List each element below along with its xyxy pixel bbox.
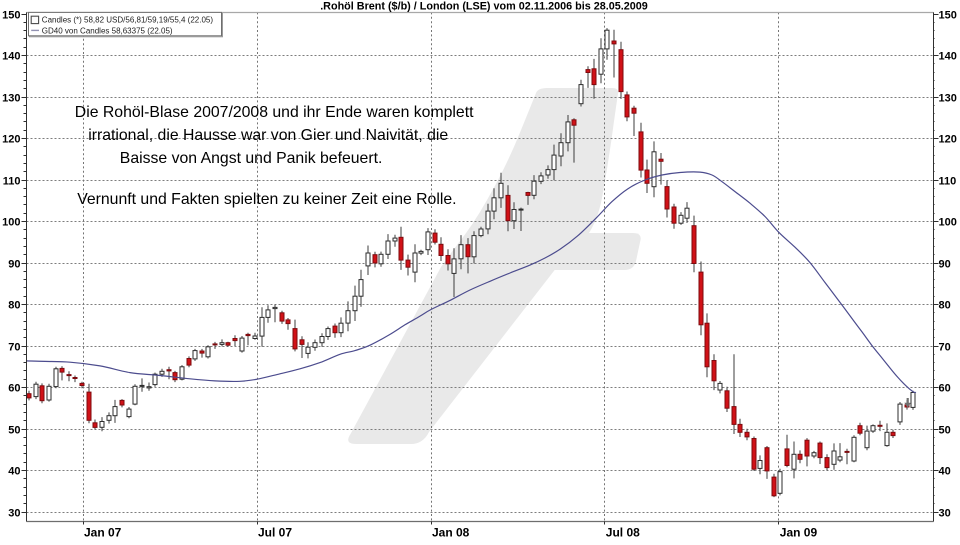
svg-text:150: 150 — [939, 10, 957, 22]
svg-text:40: 40 — [939, 466, 951, 478]
svg-text:Die Rohöl-Blase 2007/2008 und: Die Rohöl-Blase 2007/2008 und ihr Ende w… — [75, 104, 474, 121]
svg-text:120: 120 — [2, 134, 20, 146]
svg-text:100: 100 — [939, 217, 957, 229]
svg-text:130: 130 — [2, 93, 20, 105]
svg-text:140: 140 — [2, 51, 20, 63]
svg-text:140: 140 — [939, 51, 957, 63]
svg-text:Jan 08: Jan 08 — [432, 526, 470, 540]
svg-text:Candles (*) 58,82 USD/56,81/59: Candles (*) 58,82 USD/56,81/59,19/55,4 (… — [42, 16, 214, 25]
svg-text:70: 70 — [939, 342, 951, 354]
svg-text:Jan 07: Jan 07 — [84, 526, 122, 540]
svg-text:130: 130 — [939, 93, 957, 105]
svg-text:150: 150 — [2, 10, 20, 22]
svg-text:60: 60 — [8, 383, 20, 395]
svg-text:60: 60 — [939, 383, 951, 395]
svg-text:irrational, die Hausse war von: irrational, die Hausse war von Gier und … — [88, 127, 448, 144]
svg-text:50: 50 — [8, 425, 20, 437]
svg-text:90: 90 — [939, 259, 951, 271]
svg-text:80: 80 — [8, 300, 20, 312]
svg-text:50: 50 — [939, 425, 951, 437]
svg-text:30: 30 — [8, 508, 20, 520]
svg-text:110: 110 — [3, 176, 21, 188]
svg-text:120: 120 — [939, 134, 957, 146]
svg-text:110: 110 — [939, 176, 957, 188]
svg-text:GD40 von Candles 58,63375 (22.: GD40 von Candles 58,63375 (22.05) — [42, 27, 173, 36]
svg-text:Baisse von Angst und Panik bef: Baisse von Angst und Panik befeuert. — [120, 150, 383, 167]
svg-text:70: 70 — [8, 342, 20, 354]
svg-text:100: 100 — [2, 217, 20, 229]
svg-text:90: 90 — [8, 259, 20, 271]
svg-text:40: 40 — [8, 466, 20, 478]
svg-text:Jul 08: Jul 08 — [606, 526, 640, 540]
svg-text:30: 30 — [939, 508, 951, 520]
svg-text:Jul 07: Jul 07 — [258, 526, 292, 540]
svg-text:80: 80 — [939, 300, 951, 312]
svg-text:.Rohöl Brent ($/b) / London (L: .Rohöl Brent ($/b) / London (LSE) vom 02… — [320, 1, 648, 13]
svg-text:Vernunft und Fakten spielten z: Vernunft und Fakten spielten zu keiner Z… — [77, 191, 456, 208]
svg-text:Jan 09: Jan 09 — [780, 526, 818, 540]
